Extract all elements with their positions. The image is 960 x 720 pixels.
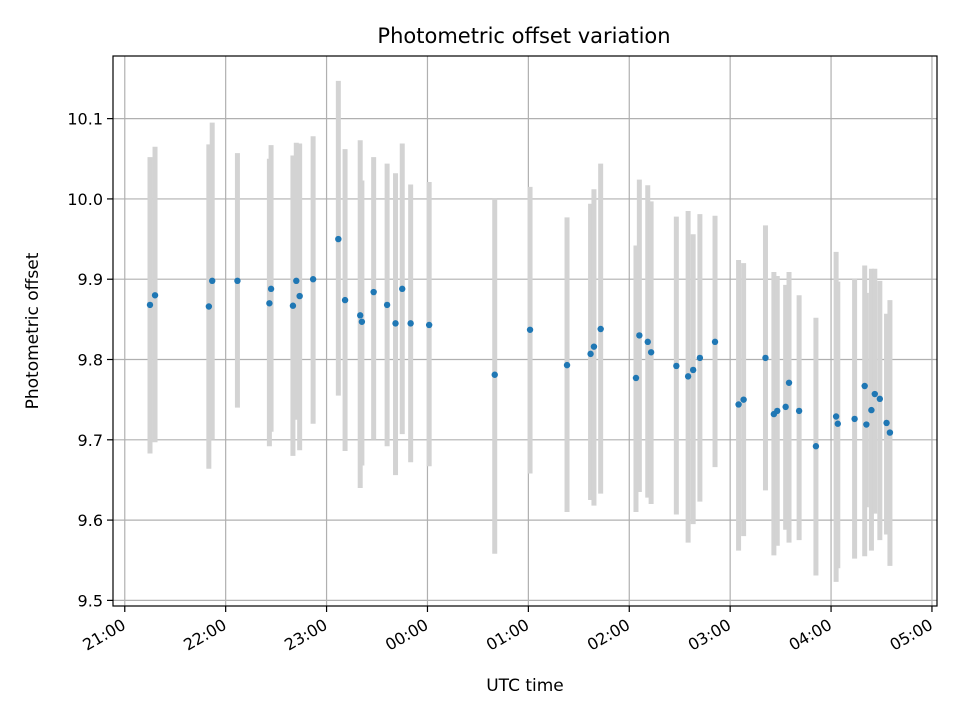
data-point xyxy=(234,277,241,285)
data-point xyxy=(861,382,868,390)
data-point xyxy=(689,366,697,374)
data-point xyxy=(335,235,342,243)
data-point xyxy=(425,321,433,329)
data-point xyxy=(871,390,878,398)
data-point xyxy=(392,320,399,327)
data-point xyxy=(289,302,297,309)
data-point xyxy=(774,407,781,415)
y-tick-label: 9.9 xyxy=(78,270,103,289)
data-point xyxy=(644,338,651,346)
data-point xyxy=(526,326,534,333)
data-point xyxy=(563,361,571,369)
data-point xyxy=(632,374,640,382)
chart-title: Photometric offset variation xyxy=(377,24,670,48)
data-point xyxy=(296,292,303,300)
data-point xyxy=(358,318,366,325)
y-tick-label: 10.0 xyxy=(67,190,103,209)
y-axis-title: Photometric offset xyxy=(23,252,43,409)
y-tick-label: 9.5 xyxy=(78,591,103,610)
y-tick-label: 9.8 xyxy=(78,351,103,370)
data-point xyxy=(357,312,364,319)
data-point xyxy=(696,354,704,362)
data-point xyxy=(590,343,598,350)
data-point xyxy=(684,373,692,380)
data-point xyxy=(266,300,273,307)
data-point xyxy=(383,301,391,309)
data-point xyxy=(587,350,594,358)
data-point xyxy=(762,354,769,362)
data-point xyxy=(868,406,875,414)
data-point xyxy=(309,276,317,283)
data-point xyxy=(886,429,894,436)
data-point xyxy=(832,413,840,420)
y-axis-ticks: 9.5 9.6 9.7 9.8 9.9 10.0 10.1 xyxy=(67,110,113,610)
data-point xyxy=(399,285,406,293)
data-point xyxy=(851,415,858,423)
data-point xyxy=(341,296,349,304)
data-point xyxy=(673,362,680,370)
data-point xyxy=(597,325,604,333)
plot-frame xyxy=(112,55,938,607)
data-point xyxy=(370,288,377,296)
data-point xyxy=(883,419,890,427)
data-point xyxy=(740,396,747,403)
data-point xyxy=(151,292,159,299)
data-point xyxy=(407,320,414,327)
y-tick-label: 9.6 xyxy=(78,511,103,530)
data-point xyxy=(267,285,275,293)
data-point xyxy=(647,349,655,356)
data-point xyxy=(876,395,884,403)
data-point xyxy=(205,303,213,310)
data-points xyxy=(146,235,894,450)
data-point xyxy=(146,301,154,309)
data-point xyxy=(863,421,870,428)
data-point xyxy=(735,401,742,408)
data-point xyxy=(812,443,820,450)
data-point xyxy=(834,420,841,427)
data-point xyxy=(636,332,643,339)
data-point xyxy=(785,379,793,386)
data-point xyxy=(293,277,300,285)
data-point xyxy=(209,277,216,285)
data-point xyxy=(711,338,719,346)
data-point xyxy=(795,407,803,415)
x-axis-title: UTC time xyxy=(486,676,564,696)
y-tick-label: 9.7 xyxy=(78,431,103,450)
y-tick-label: 10.1 xyxy=(67,110,103,129)
data-point xyxy=(782,403,789,411)
data-point xyxy=(491,371,498,378)
